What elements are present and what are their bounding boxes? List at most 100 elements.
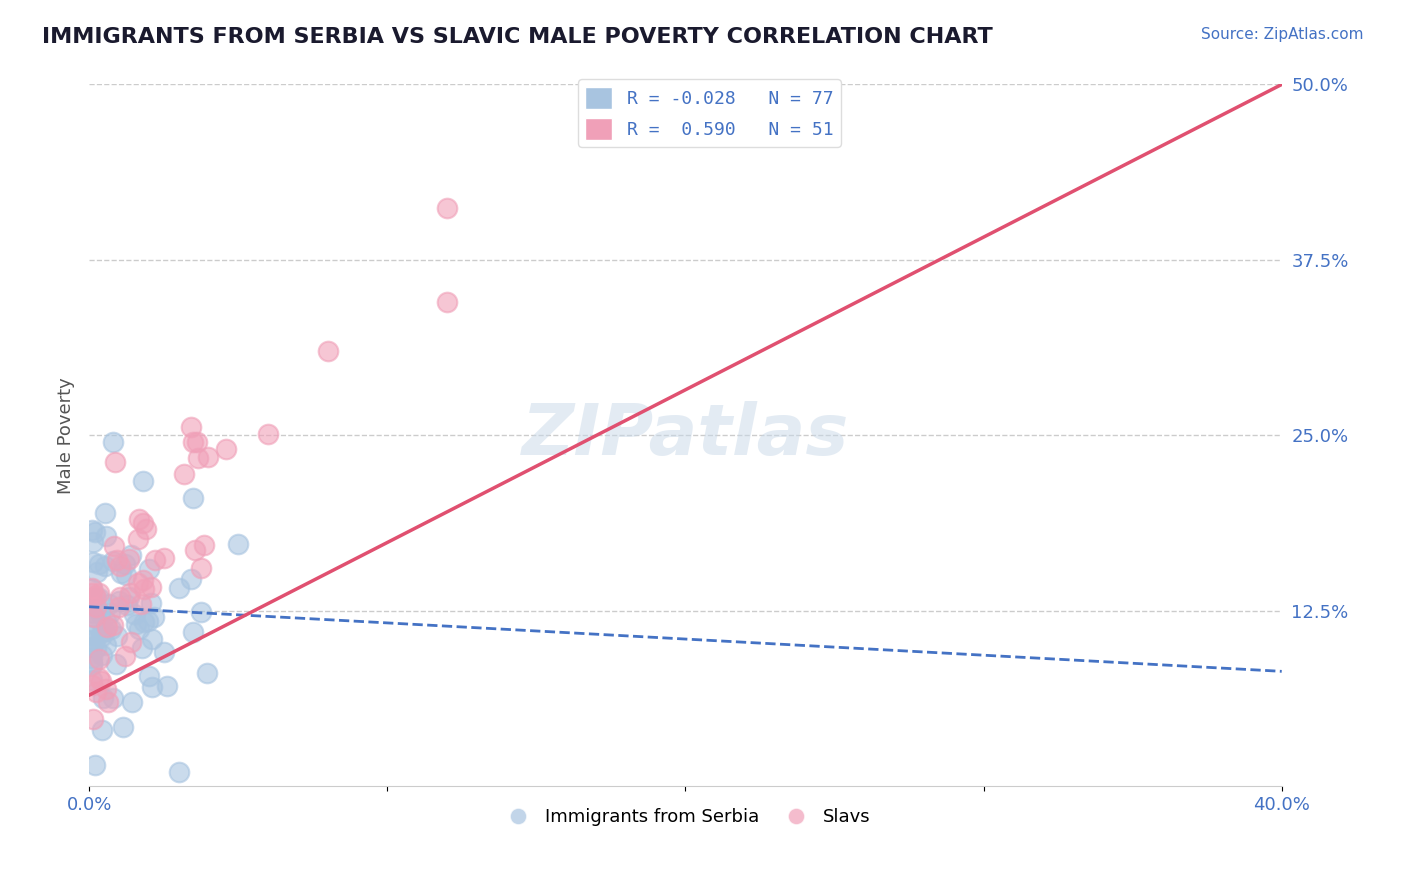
- Point: [83, 594, 105, 608]
- Point: [89, 591, 111, 605]
- Point: [139, 580, 162, 594]
- Point: [94, 506, 117, 520]
- Point: [143, 553, 166, 567]
- Point: [94, 639, 117, 653]
- Point: [89, 557, 111, 571]
- Point: [104, 455, 127, 469]
- Point: [183, 491, 205, 506]
- Point: [132, 573, 155, 587]
- Text: IMMIGRANTS FROM SERBIA VS SLAVIC MALE POVERTY CORRELATION CHART: IMMIGRANTS FROM SERBIA VS SLAVIC MALE PO…: [42, 27, 993, 46]
- Point: [98, 606, 121, 620]
- Point: [186, 434, 208, 449]
- Point: [96, 620, 118, 634]
- Point: [197, 450, 219, 464]
- Point: [121, 695, 143, 709]
- Point: [118, 552, 141, 566]
- Point: [82, 535, 104, 549]
- Point: [84, 591, 107, 605]
- Point: [105, 629, 128, 643]
- Point: [105, 553, 128, 567]
- Point: [84, 589, 107, 603]
- Point: [86, 565, 108, 579]
- Point: [80, 633, 103, 648]
- Point: [80, 673, 103, 688]
- Point: [114, 648, 136, 663]
- Point: [122, 607, 145, 621]
- Point: [114, 558, 136, 572]
- Point: [131, 640, 153, 655]
- Point: [111, 720, 134, 734]
- Point: [138, 561, 160, 575]
- Point: [183, 435, 205, 450]
- Point: [91, 723, 114, 737]
- Point: [110, 566, 132, 581]
- Point: [84, 758, 107, 772]
- Point: [94, 528, 117, 542]
- Point: [132, 475, 155, 489]
- Point: [82, 555, 104, 569]
- Point: [97, 695, 120, 709]
- Point: [82, 606, 104, 620]
- Point: [96, 682, 118, 697]
- Point: [139, 596, 162, 610]
- Point: [84, 640, 107, 655]
- Text: ZIPatlas: ZIPatlas: [522, 401, 849, 470]
- Point: [127, 533, 149, 547]
- Point: [87, 671, 110, 685]
- Point: [190, 605, 212, 619]
- Point: [118, 586, 141, 600]
- Point: [181, 625, 204, 640]
- Point: [184, 542, 207, 557]
- Point: [84, 600, 107, 615]
- Point: [114, 567, 136, 582]
- Point: [108, 600, 131, 615]
- Point: [91, 690, 114, 705]
- Point: [436, 295, 458, 310]
- Point: [121, 548, 143, 562]
- Point: [101, 690, 124, 705]
- Text: Source: ZipAtlas.com: Source: ZipAtlas.com: [1201, 27, 1364, 42]
- Legend: Immigrants from Serbia, Slavs: Immigrants from Serbia, Slavs: [494, 801, 877, 834]
- Point: [94, 624, 117, 638]
- Point: [152, 550, 174, 565]
- Point: [128, 622, 150, 636]
- Point: [115, 598, 138, 612]
- Point: [80, 523, 103, 537]
- Point: [436, 201, 458, 215]
- Point: [125, 616, 148, 631]
- Point: [136, 615, 159, 629]
- Point: [108, 559, 131, 574]
- Point: [80, 678, 103, 692]
- Point: [94, 559, 117, 574]
- Point: [80, 591, 103, 605]
- Point: [257, 427, 280, 442]
- Point: [84, 611, 107, 625]
- Point: [82, 712, 104, 726]
- Point: [104, 657, 127, 671]
- Point: [89, 652, 111, 666]
- Point: [80, 586, 103, 600]
- Point: [80, 582, 103, 597]
- Point: [82, 640, 104, 655]
- Point: [127, 576, 149, 591]
- Point: [103, 539, 125, 553]
- Point: [226, 537, 249, 551]
- Point: [80, 592, 103, 607]
- Point: [215, 442, 238, 457]
- Point: [173, 467, 195, 481]
- Point: [152, 645, 174, 659]
- Point: [132, 582, 155, 596]
- Point: [101, 435, 124, 450]
- Point: [195, 665, 218, 680]
- Point: [80, 650, 103, 665]
- Point: [89, 607, 111, 621]
- Point: [80, 657, 103, 671]
- Point: [97, 597, 120, 611]
- Point: [82, 628, 104, 642]
- Point: [120, 635, 142, 649]
- Point: [190, 560, 212, 574]
- Point: [167, 765, 190, 780]
- Point: [91, 648, 114, 662]
- Point: [129, 597, 152, 611]
- Point: [128, 512, 150, 526]
